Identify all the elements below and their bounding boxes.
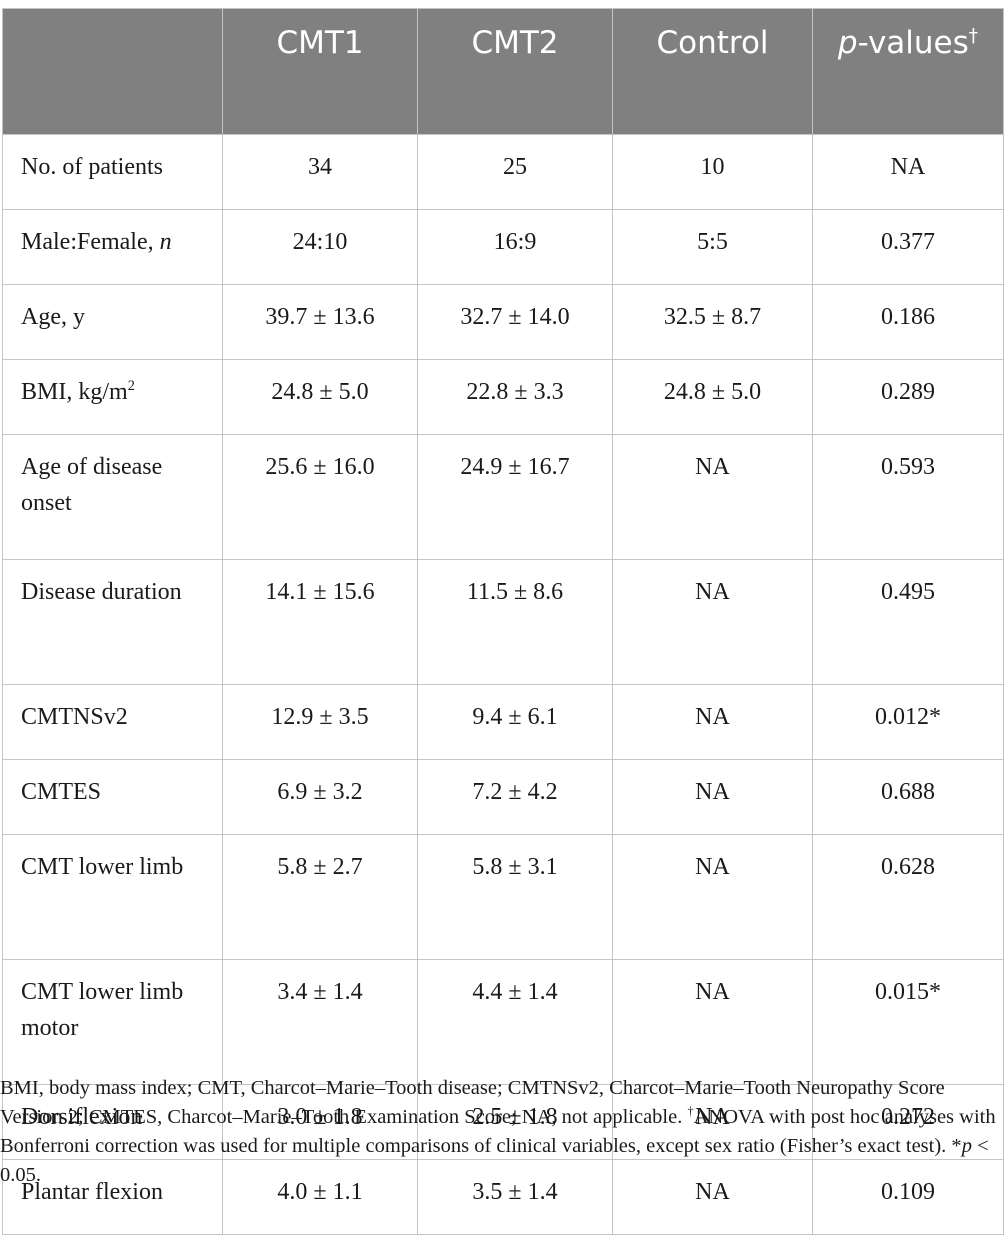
- cmt2-value: 16:9: [417, 209, 613, 285]
- table-row: CMTNSv2 12.9 ± 3.5 9.4 ± 6.1 NA 0.012*: [2, 684, 1004, 760]
- cmt1-value: 34: [222, 134, 418, 210]
- p-value: 0.289: [812, 359, 1004, 435]
- cmt1-value: 6.9 ± 3.2: [222, 759, 418, 835]
- row-label-italic: n: [159, 229, 172, 255]
- p-value: 0.495: [812, 559, 1004, 685]
- row-label: No. of patients: [2, 134, 223, 210]
- row-label: Male:Female, n: [2, 209, 223, 285]
- p-value: 0.688: [812, 759, 1004, 835]
- footnote-statistics: ANOVA with post hoc analyses with Bonfer…: [0, 1106, 996, 1157]
- row-label-text: BMI, kg/m: [21, 379, 128, 405]
- control-value: 10: [612, 134, 813, 210]
- table-row: CMT lower limb motor 3.4 ± 1.4 4.4 ± 1.4…: [2, 959, 1004, 1085]
- row-label: CMTNSv2: [2, 684, 223, 760]
- footnote-p-italic: p: [961, 1135, 972, 1157]
- p-value: 0.015*: [812, 959, 1004, 1085]
- p-value: NA: [812, 134, 1004, 210]
- header-corner-cell: [2, 8, 223, 135]
- table-row: Age of disease onset 25.6 ± 16.0 24.9 ± …: [2, 434, 1004, 560]
- cmt1-value: 3.4 ± 1.4: [222, 959, 418, 1085]
- table-row: Male:Female, n 24:10 16:9 5:5 0.377: [2, 209, 1004, 285]
- row-label: CMT lower limb: [2, 834, 223, 960]
- cmt2-value: 22.8 ± 3.3: [417, 359, 613, 435]
- cmt1-value: 12.9 ± 3.5: [222, 684, 418, 760]
- p-value: 0.593: [812, 434, 1004, 560]
- cmt2-value: 9.4 ± 6.1: [417, 684, 613, 760]
- row-label: CMTES: [2, 759, 223, 835]
- cmt1-value: 24.8 ± 5.0: [222, 359, 418, 435]
- header-p-italic: p: [837, 25, 858, 61]
- table-row: CMTES 6.9 ± 3.2 7.2 ± 4.2 NA 0.688: [2, 759, 1004, 835]
- row-label: Dorsiflexion: [2, 1084, 223, 1160]
- row-label: Age of disease onset: [2, 434, 223, 560]
- footnote-dagger: †: [687, 1104, 694, 1119]
- cmt1-value: 24:10: [222, 209, 418, 285]
- table-footnote: BMI, body mass index; CMT, Charcot–Marie…: [0, 1074, 1000, 1190]
- row-label-sup: 2: [127, 378, 135, 394]
- header-row: CMT1 CMT2 Control p-values†: [2, 8, 1004, 135]
- table-row: Disease duration 14.1 ± 15.6 11.5 ± 8.6 …: [2, 559, 1004, 685]
- cmt2-value: 2.5 ± 1.8: [417, 1084, 613, 1160]
- clinical-characteristics-table: CMT1 CMT2 Control p-values† No. of patie…: [2, 8, 1004, 1235]
- row-label: Plantar flexion: [2, 1159, 223, 1235]
- table-row: Age, y 39.7 ± 13.6 32.7 ± 14.0 32.5 ± 8.…: [2, 284, 1004, 360]
- row-label: BMI, kg/m2: [2, 359, 223, 435]
- cmt2-value: 3.5 ± 1.4: [417, 1159, 613, 1235]
- p-value: 0.186: [812, 284, 1004, 360]
- header-p-dagger: †: [968, 25, 979, 47]
- cmt1-value: 3.0 ± 1.8: [222, 1084, 418, 1160]
- row-label: Age, y: [2, 284, 223, 360]
- cmt2-value: 4.4 ± 1.4: [417, 959, 613, 1085]
- table-row: CMT lower limb 5.8 ± 2.7 5.8 ± 3.1 NA 0.…: [2, 834, 1004, 960]
- control-value: NA: [612, 434, 813, 560]
- row-label: Disease duration: [2, 559, 223, 685]
- p-value: 0.012*: [812, 684, 1004, 760]
- control-value: 32.5 ± 8.7: [612, 284, 813, 360]
- p-value: 0.109: [812, 1159, 1004, 1235]
- cmt2-value: 25: [417, 134, 613, 210]
- control-value: NA: [612, 684, 813, 760]
- header-p-rest: -values: [857, 25, 969, 61]
- footnote-significance: < 0.05.: [0, 1135, 989, 1186]
- table-row: No. of patients 34 25 10 NA: [2, 134, 1004, 210]
- control-value: NA: [612, 959, 813, 1085]
- header-cmt2: CMT2: [417, 8, 613, 135]
- control-value: 24.8 ± 5.0: [612, 359, 813, 435]
- cmt2-value: 11.5 ± 8.6: [417, 559, 613, 685]
- cmt2-value: 24.9 ± 16.7: [417, 434, 613, 560]
- table-row: Plantar flexion 4.0 ± 1.1 3.5 ± 1.4 NA 0…: [2, 1159, 1004, 1235]
- control-value: NA: [612, 559, 813, 685]
- control-value: NA: [612, 759, 813, 835]
- footnote-abbreviations: BMI, body mass index; CMT, Charcot–Marie…: [0, 1077, 945, 1128]
- control-value: 5:5: [612, 209, 813, 285]
- p-value: 0.377: [812, 209, 1004, 285]
- cmt2-value: 7.2 ± 4.2: [417, 759, 613, 835]
- row-label: CMT lower limb motor: [2, 959, 223, 1085]
- table-row: BMI, kg/m2 24.8 ± 5.0 22.8 ± 3.3 24.8 ± …: [2, 359, 1004, 435]
- control-value: NA: [612, 834, 813, 960]
- cmt1-value: 25.6 ± 16.0: [222, 434, 418, 560]
- cmt1-value: 39.7 ± 13.6: [222, 284, 418, 360]
- header-p-values: p-values†: [812, 8, 1004, 135]
- cmt2-value: 32.7 ± 14.0: [417, 284, 613, 360]
- header-control: Control: [612, 8, 813, 135]
- row-label-text: Male:Female,: [21, 229, 160, 255]
- header-cmt1: CMT1: [222, 8, 418, 135]
- cmt1-value: 5.8 ± 2.7: [222, 834, 418, 960]
- cmt1-value: 14.1 ± 15.6: [222, 559, 418, 685]
- cmt2-value: 5.8 ± 3.1: [417, 834, 613, 960]
- p-value: 0.628: [812, 834, 1004, 960]
